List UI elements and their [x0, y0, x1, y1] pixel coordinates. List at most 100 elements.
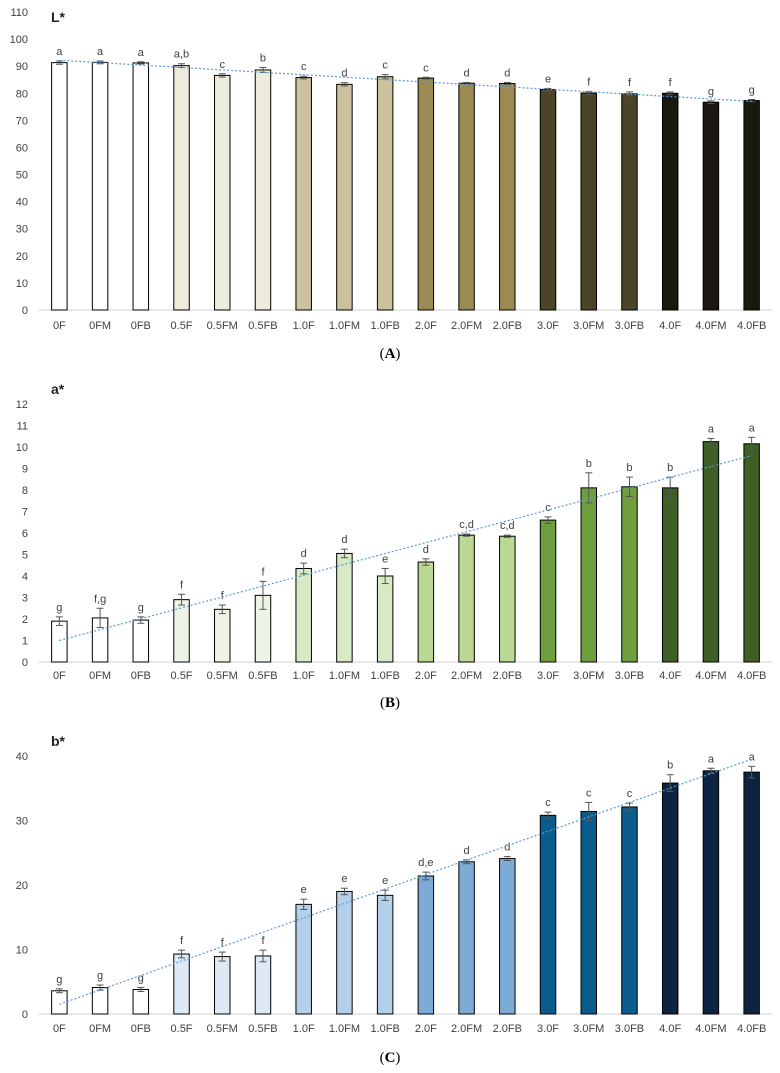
chart-l-star: 0 10 20 30 40 50 60 70 80 90 100 110 L* a 0F a 0FM a 0FB a,…: [10, 7, 772, 362]
panel-label: (A): [380, 346, 401, 362]
category-label: 1.0FB: [370, 1023, 399, 1035]
y-tick-label: 6: [22, 528, 28, 540]
significance-letter: d: [341, 68, 347, 80]
bar: [458, 534, 475, 663]
bar: [661, 782, 679, 1015]
bar: [539, 814, 557, 1015]
category-label: 4.0F: [659, 1023, 681, 1035]
bar: [417, 77, 435, 311]
y-tick-label: 90: [16, 61, 28, 73]
bar: [91, 61, 109, 311]
trendline: [59, 455, 752, 642]
y-tick-label: 40: [16, 751, 28, 763]
y-tick-label: 8: [22, 485, 28, 497]
category-label: 3.0F: [537, 320, 559, 332]
category-label: 1.0FM: [329, 670, 360, 682]
trendline: [59, 758, 752, 1005]
bar: [336, 83, 353, 311]
y-tick-label: 9: [22, 464, 28, 476]
bar: [702, 101, 720, 311]
category-label: 3.0FB: [615, 670, 644, 682]
category-label: 1.0FB: [370, 320, 399, 332]
y-tick-label: 0: [22, 1009, 28, 1021]
significance-letter: g: [708, 86, 714, 98]
category-label: 3.0F: [537, 1023, 559, 1035]
bar: [132, 988, 150, 1015]
significance-letter: d: [341, 534, 347, 546]
bar: [499, 83, 516, 311]
category-label: 3.0FM: [573, 320, 604, 332]
category-label: 0FM: [89, 670, 111, 682]
category-label: 0.5FM: [207, 670, 238, 682]
significance-letter: a: [56, 46, 63, 58]
significance-letter: g: [138, 602, 144, 614]
bar: [580, 92, 597, 311]
significance-letter: c: [545, 502, 551, 514]
significance-letter: d: [423, 544, 429, 556]
category-label: 0FM: [89, 320, 111, 332]
significance-letter: b: [667, 760, 673, 772]
category-label: 1.0FM: [329, 1023, 360, 1035]
category-label: 0FB: [131, 320, 151, 332]
bar: [417, 875, 435, 1015]
significance-letter: f: [669, 77, 673, 89]
significance-letter: g: [56, 602, 62, 614]
bar: [376, 76, 394, 311]
y-tick-label: 0: [22, 305, 28, 317]
bar: [51, 62, 68, 311]
significance-letter: e: [301, 884, 307, 896]
significance-letter: c,d: [459, 519, 474, 531]
category-label: 0F: [53, 320, 66, 332]
significance-letter: b: [586, 458, 592, 470]
y-tick-label: 2: [22, 614, 28, 626]
bar: [295, 903, 312, 1015]
bar: [51, 620, 68, 663]
significance-letter: b: [260, 53, 266, 65]
bar: [621, 806, 638, 1015]
y-tick-label: 3: [22, 593, 28, 605]
y-tick-label: 40: [16, 197, 28, 209]
category-label: 0FB: [131, 1023, 151, 1035]
significance-letter: g: [749, 85, 755, 97]
category-label: 0F: [53, 1023, 66, 1035]
y-tick-label: 10: [16, 945, 28, 957]
bar: [376, 894, 394, 1015]
y-tick-label: 10: [16, 278, 28, 290]
bar: [621, 486, 638, 663]
bar: [254, 955, 272, 1015]
significance-letter: a: [708, 753, 715, 765]
significance-letter: c: [301, 61, 307, 73]
category-label: 4.0FB: [737, 670, 766, 682]
bar: [743, 771, 760, 1015]
bar: [661, 92, 679, 311]
category-label: 4.0F: [659, 320, 681, 332]
category-label: 2.0F: [415, 1023, 437, 1035]
y-tick-label: 80: [16, 88, 28, 100]
y-tick-label: 110: [10, 7, 28, 19]
y-tick-label: 20: [16, 251, 28, 263]
y-tick-label: 0: [22, 657, 28, 669]
y-tick-label: 30: [16, 816, 28, 828]
significance-letter: b: [626, 462, 632, 474]
bar: [417, 561, 435, 663]
category-label: 2.0FM: [451, 670, 482, 682]
category-label: 3.0FB: [615, 320, 644, 332]
bar: [702, 770, 720, 1015]
category-label: 0.5FM: [207, 1023, 238, 1035]
significance-letter: a: [138, 47, 145, 59]
bar: [214, 956, 231, 1015]
significance-letter: d: [504, 842, 510, 854]
significance-letter: c: [586, 787, 592, 799]
bar: [458, 82, 475, 311]
category-label: 4.0FM: [695, 320, 726, 332]
significance-letter: a: [97, 46, 104, 58]
bar: [173, 65, 190, 311]
bar: [499, 535, 516, 663]
significance-letter: g: [97, 970, 103, 982]
bar: [539, 88, 557, 311]
y-tick-label: 1: [22, 636, 28, 648]
significance-letter: c: [423, 62, 429, 74]
category-label: 0.5FB: [248, 1023, 277, 1035]
bar: [336, 890, 353, 1015]
category-label: 0.5FM: [207, 320, 238, 332]
